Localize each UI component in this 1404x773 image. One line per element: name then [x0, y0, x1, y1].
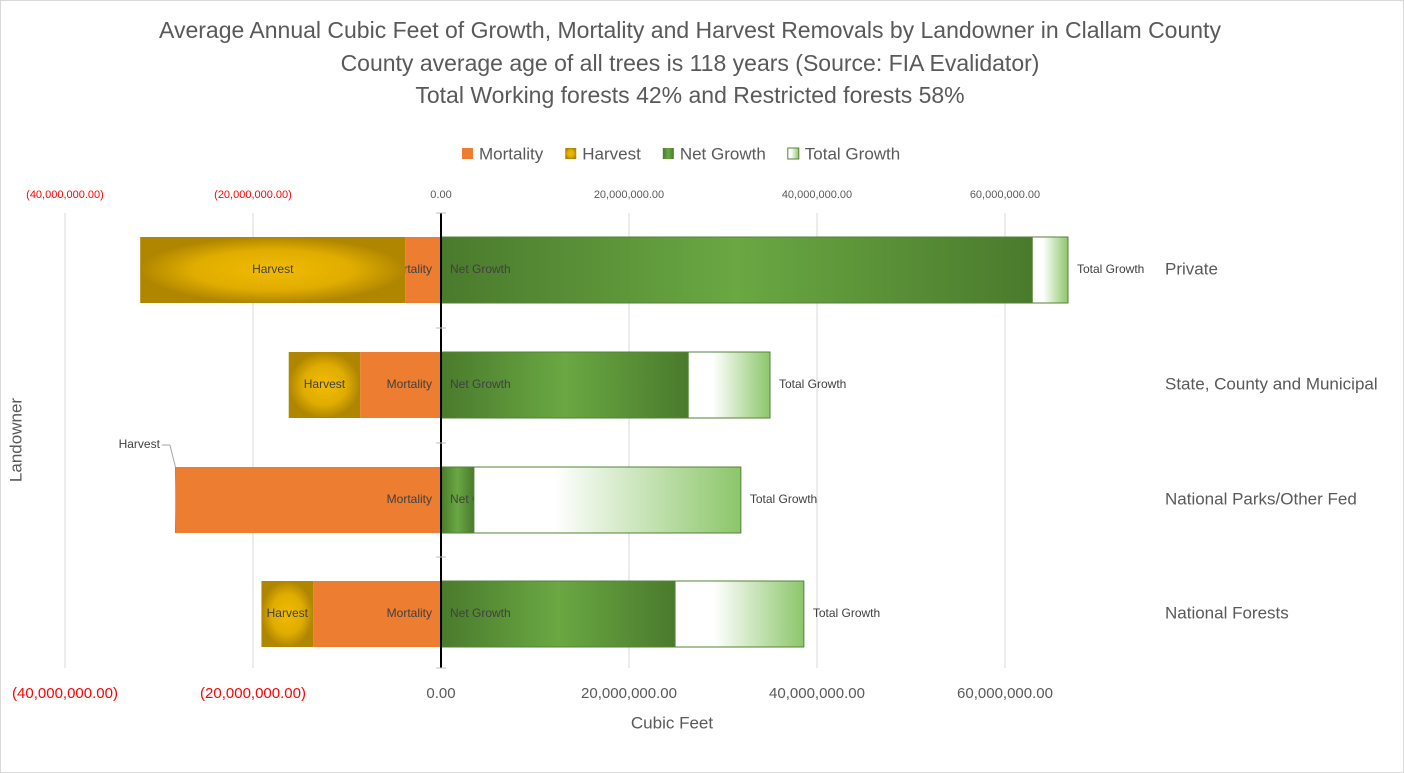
y-axis-label: Landowner — [6, 398, 25, 482]
data-label: Mortality — [387, 377, 432, 391]
x2-tick-label: (40,000,000.00) — [26, 189, 104, 201]
legend-swatch — [565, 148, 577, 159]
x2-tick-label: 0.00 — [430, 189, 451, 201]
bar-segment — [313, 581, 441, 647]
x2-tick-label: (20,000,000.00) — [214, 189, 292, 201]
data-label: Total Growth — [779, 377, 846, 391]
data-label: Harvest — [304, 377, 346, 391]
category-label: National Parks/Other Fed — [1165, 489, 1357, 508]
bar-segment — [405, 237, 441, 303]
bar-segment — [687, 351, 771, 419]
legend-swatch — [462, 148, 473, 159]
leader-line — [169, 444, 176, 468]
legend-label: Net Growth — [680, 144, 766, 163]
x-tick-label: (40,000,000.00) — [12, 685, 118, 702]
bar-segment — [174, 467, 176, 533]
bar-segment — [674, 580, 805, 648]
x-tick-label: 60,000,000.00 — [957, 685, 1053, 702]
chart-title: Average Annual Cubic Feet of Growth, Mor… — [159, 17, 1221, 43]
x-axis-label: Cubic Feet — [631, 713, 713, 732]
chart-subtitle: County average age of all trees is 118 y… — [341, 50, 1040, 76]
bar-segment — [360, 352, 441, 418]
bar-segment — [1031, 236, 1069, 304]
data-label: Total Growth — [750, 492, 817, 506]
data-label: Mortality — [387, 606, 432, 620]
data-label: Harvest — [252, 262, 294, 276]
x2-tick-label: 40,000,000.00 — [782, 189, 852, 201]
x-tick-label: 20,000,000.00 — [581, 685, 677, 702]
data-label: Net Growth — [450, 262, 511, 276]
bar-segment — [175, 467, 442, 533]
x2-tick-label: 60,000,000.00 — [970, 189, 1040, 201]
bar-segment — [440, 236, 1033, 304]
x-tick-label: (20,000,000.00) — [200, 685, 306, 702]
bar-segment — [440, 351, 689, 419]
category-label: Private — [1165, 259, 1218, 278]
bar-segment — [261, 581, 314, 647]
x-tick-label: 0.00 — [426, 685, 455, 702]
bar-segment — [473, 466, 742, 534]
data-label: Harvest — [119, 437, 161, 451]
legend-label: Harvest — [582, 144, 641, 163]
legend-swatch — [787, 147, 800, 160]
x2-tick-label: 20,000,000.00 — [594, 189, 664, 201]
legend-label: Total Growth — [805, 144, 900, 163]
x-tick-label: 40,000,000.00 — [769, 685, 865, 702]
legend-label: Mortality — [479, 144, 544, 163]
category-label: National Forests — [1165, 603, 1289, 622]
data-label: Total Growth — [813, 606, 880, 620]
data-label: Total Growth — [1077, 262, 1144, 276]
category-label: State, County and Municipal — [1165, 374, 1378, 393]
data-label: Mortality — [387, 492, 432, 506]
legend-swatch — [662, 148, 674, 159]
bar-segment — [140, 237, 406, 303]
data-label: Net Growth — [450, 377, 511, 391]
bar-segment — [440, 580, 676, 648]
data-label: Net Growth — [450, 606, 511, 620]
bar-segment — [440, 466, 475, 534]
bar-segment — [288, 352, 361, 418]
data-label: Harvest — [267, 606, 309, 620]
chart-subtitle: Total Working forests 42% and Restricted… — [415, 82, 964, 108]
